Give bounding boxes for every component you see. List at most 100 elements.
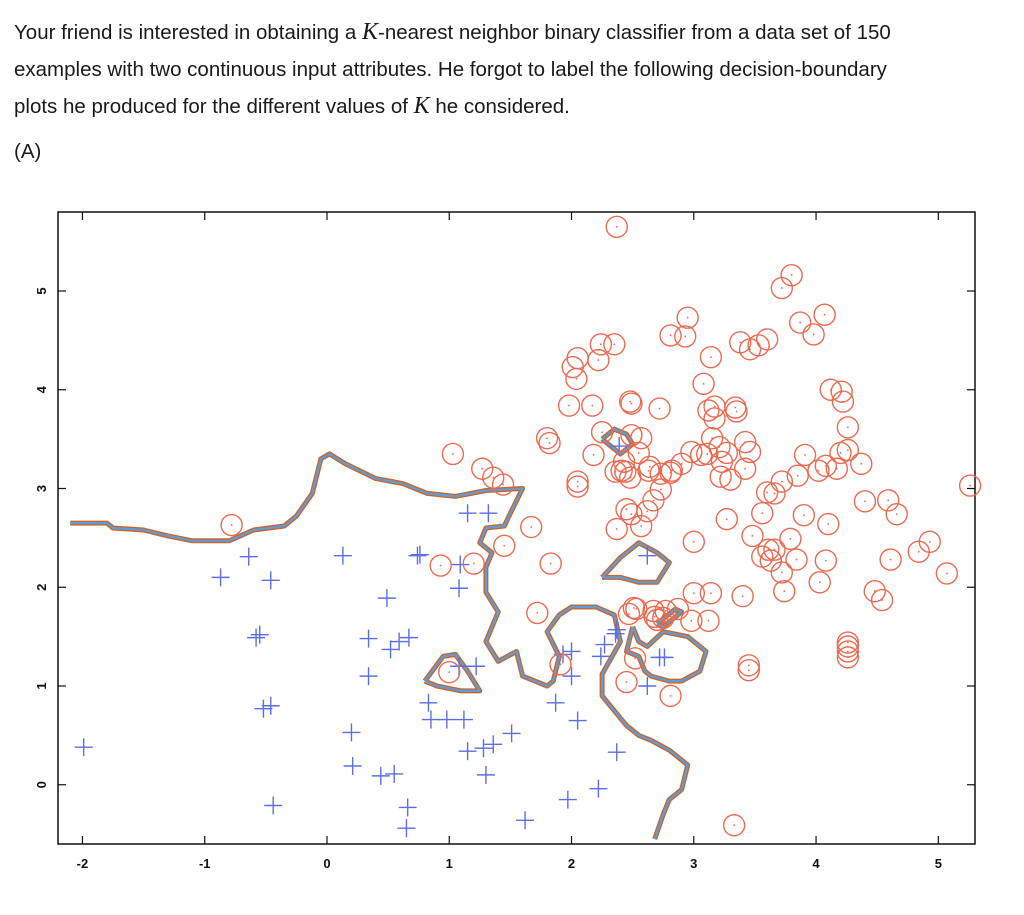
circle-point [770, 276, 794, 300]
y-tick-label: 0 [34, 781, 49, 788]
plus-point [397, 819, 416, 838]
circle-point [807, 459, 830, 482]
plus-point [390, 632, 409, 651]
circle-point [615, 498, 638, 521]
circle-point [676, 306, 699, 329]
circle-point [557, 394, 581, 417]
circle-point [751, 501, 774, 525]
plus-point [589, 779, 608, 798]
circle-point [751, 545, 774, 568]
circle-point [605, 215, 628, 239]
plus-point [451, 555, 470, 574]
circle-point [700, 426, 724, 450]
circle-point [958, 474, 982, 497]
question-line-1-start: Your friend is interested in obtaining a [14, 21, 362, 44]
plus-point [239, 547, 258, 566]
plus-point [454, 710, 473, 729]
plus-point [261, 696, 280, 715]
circle-point [885, 502, 908, 526]
plus-point [359, 629, 378, 648]
circle-point [659, 324, 682, 347]
plus-point [377, 589, 396, 608]
question-line-3-end: he considered. [429, 95, 570, 118]
circle-point [737, 654, 761, 677]
circle-point [587, 348, 610, 372]
circle-point [438, 660, 461, 684]
circle-point [566, 475, 589, 498]
circle-point [703, 407, 726, 430]
circle-point [918, 530, 941, 554]
question-text: Your friend is interested in obtaining a… [14, 14, 1009, 125]
circle-point [638, 455, 661, 478]
plus-point [458, 742, 477, 761]
circle-point [699, 581, 723, 605]
circle-point [802, 323, 825, 346]
decision-boundary-plot: -2 -1 0 1 2 3 4 5 0 1 2 3 4 5 [34, 211, 982, 871]
circle-point [645, 608, 669, 632]
plus-point [450, 579, 469, 598]
plus-point [398, 798, 417, 817]
circle-point [682, 530, 705, 554]
plus-point [381, 640, 400, 659]
circle-point [935, 562, 959, 585]
circle-point [725, 400, 748, 423]
x-tick-label: 2 [568, 856, 575, 871]
circle-point [491, 473, 515, 496]
circle-point [814, 454, 838, 477]
k-variable: K [361, 19, 378, 45]
circle-point [788, 311, 812, 334]
decision-boundary-inner [625, 626, 708, 683]
plus-point [484, 735, 503, 754]
plus-point [437, 710, 456, 729]
circle-point [738, 440, 762, 464]
circle-point [623, 647, 647, 670]
plus-point [607, 743, 626, 762]
plus-point [211, 568, 230, 587]
plus-point [546, 693, 565, 712]
plus-point [479, 504, 498, 523]
question-line-3-start: plots he produced for the different valu… [14, 95, 414, 118]
y-tick-label: 3 [34, 485, 49, 492]
circle-point [680, 609, 703, 633]
circle-point [793, 443, 817, 467]
circle-point [710, 450, 734, 474]
circle-point [649, 478, 672, 501]
circle-point [614, 460, 637, 483]
decision-boundary-inner [70, 452, 689, 840]
circle-point [699, 345, 723, 369]
plus-point [558, 790, 577, 809]
circle-point [659, 684, 682, 708]
plus-point [342, 723, 361, 742]
circle-point [220, 513, 243, 537]
plus-point [568, 711, 587, 730]
plus-point [591, 647, 610, 666]
circle-point [605, 517, 628, 541]
circle-point [617, 602, 641, 626]
circle-point [814, 549, 838, 572]
circle-point [648, 397, 671, 420]
plus-point [247, 628, 266, 647]
question-line-1-end: -nearest neighbor binary classifier from… [378, 21, 891, 44]
circle-point [836, 640, 860, 663]
circle-point [462, 552, 485, 575]
plus-point [655, 648, 674, 667]
circle-point [441, 442, 465, 466]
circle-point [876, 489, 900, 512]
circle-point [539, 552, 562, 575]
plus-point [595, 635, 614, 654]
circle-point [733, 457, 757, 480]
circle-point [780, 263, 803, 287]
circle-point [737, 659, 761, 682]
circle-point [773, 580, 796, 603]
circle-point [622, 596, 646, 620]
circle-point [625, 597, 648, 621]
circle-point [619, 390, 642, 413]
circle-point [535, 426, 559, 450]
question-line-2: examples with two continuous input attri… [14, 58, 887, 81]
circle-point [808, 571, 831, 594]
plus-point [250, 625, 269, 644]
circle-point [763, 538, 786, 561]
circle-point [863, 580, 886, 603]
circle-point [817, 512, 840, 536]
plus-point [421, 710, 440, 729]
